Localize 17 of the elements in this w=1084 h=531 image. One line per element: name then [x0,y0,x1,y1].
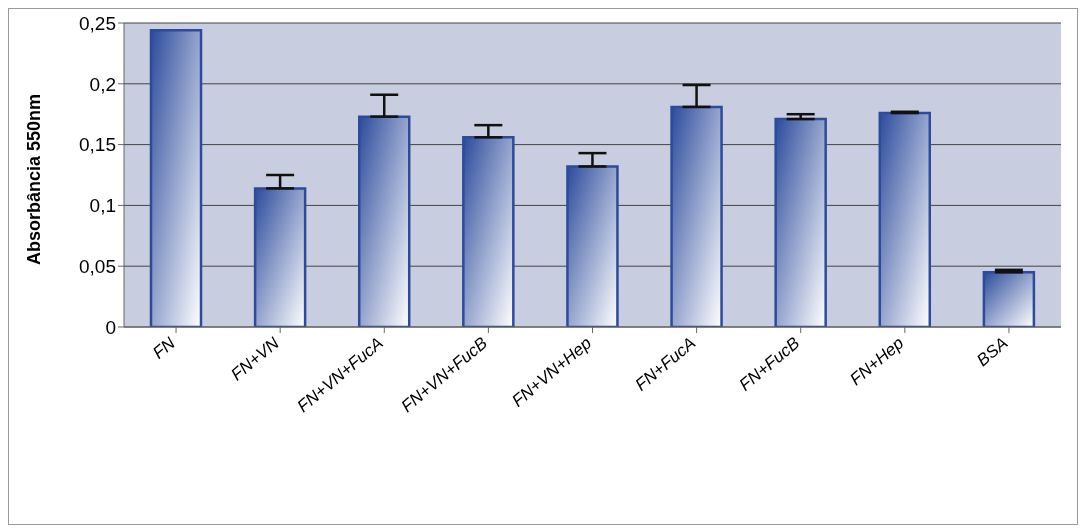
bar [670,105,723,327]
y-tick-label: 0 [105,316,116,338]
y-tick-label: 0,2 [89,73,116,95]
y-tick-label: 0,05 [79,255,116,277]
bar [253,187,307,327]
x-tick-label: FN [149,333,180,363]
bar [774,117,827,327]
y-tick-label: 0,25 [79,12,116,34]
y-tick-label: 0,1 [89,195,116,217]
bar [149,29,203,327]
bar [566,165,619,327]
bar [878,111,932,327]
bar [982,271,1036,327]
bar [357,115,411,327]
y-tick-label: 0,15 [79,134,116,156]
y-axis-title: Absorbância 550nm [24,93,45,265]
bar [462,136,515,327]
